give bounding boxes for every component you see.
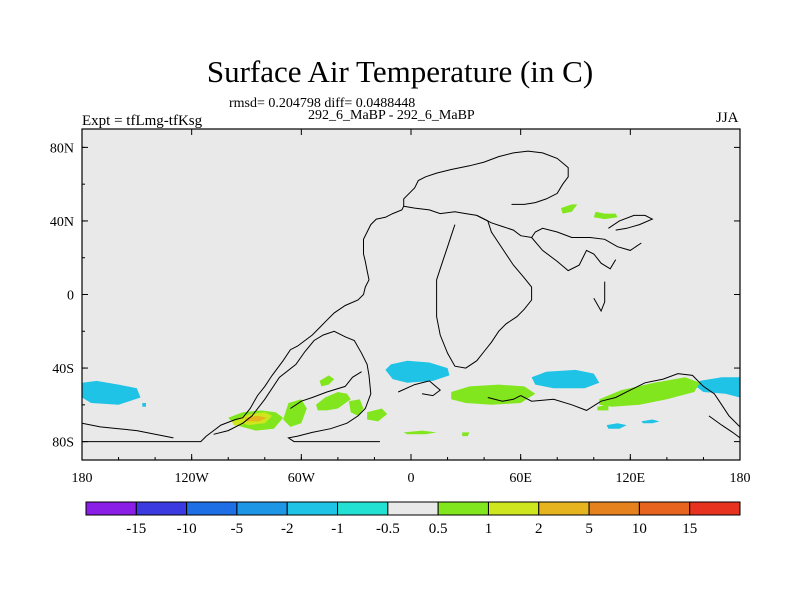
colorbar-swatch <box>186 501 238 516</box>
anomaly-region <box>319 375 335 387</box>
colorbar-label: -10 <box>177 521 197 537</box>
x-tick-label: 180 <box>72 471 93 486</box>
anomaly-region <box>597 404 609 411</box>
anomaly-region <box>599 377 700 407</box>
coastline <box>213 330 380 443</box>
colorbar-swatch <box>487 501 540 516</box>
anomaly-region <box>696 377 740 398</box>
stats-subtitle: rmsd= 0.204798 diff= 0.0488448 <box>229 96 416 111</box>
colorbar-label: 15 <box>682 521 697 537</box>
coastline <box>487 395 521 402</box>
anomaly-region <box>593 211 618 220</box>
experiment-label: Expt = tfLmg-tfKsg <box>82 113 203 129</box>
colorbar-label: -1 <box>331 521 344 537</box>
anomaly-region <box>462 432 470 437</box>
anomaly-region <box>560 204 578 214</box>
coastline <box>403 205 642 251</box>
anomaly-region <box>451 384 536 405</box>
anomaly-region <box>531 369 600 389</box>
colorbar-label: -15 <box>126 521 146 537</box>
colorbar-swatch <box>638 501 691 516</box>
coastline <box>531 237 617 272</box>
x-tick-label: 60W <box>288 471 316 486</box>
colorbar-label: -5 <box>231 521 244 537</box>
anomaly-region <box>231 419 243 426</box>
anomaly-region <box>403 430 437 435</box>
colorbar-swatch <box>689 501 741 516</box>
colorbar-swatch <box>337 501 389 516</box>
x-tick-label: 0 <box>408 471 415 486</box>
coastline <box>290 371 362 409</box>
coastline <box>608 214 654 231</box>
coastline <box>82 205 405 443</box>
map-background <box>82 129 740 460</box>
colorbar-swatch <box>538 501 590 516</box>
coastline <box>82 422 174 439</box>
colorbar-label: 5 <box>585 521 593 537</box>
y-tick-label: 80N <box>50 141 74 156</box>
x-tick-label: 60E <box>509 471 532 486</box>
anomaly-region <box>316 392 351 411</box>
colorbar-label: -2 <box>281 521 294 537</box>
anomaly-region <box>142 403 146 407</box>
colorbar-label: -0.5 <box>376 521 400 537</box>
colorbar-swatch <box>135 501 188 516</box>
season-label: JJA <box>716 110 739 126</box>
coastline <box>397 380 442 397</box>
cases-subtitle: 292_6_MaBP - 292_6_MaBP <box>308 108 475 123</box>
colorbar-label: 10 <box>632 521 647 537</box>
coastline <box>436 214 533 369</box>
y-tick-label: 0 <box>67 289 74 304</box>
anomaly-region <box>641 419 660 424</box>
y-tick-label: 80S <box>52 436 74 451</box>
anomaly-region <box>367 408 388 422</box>
x-tick-label: 120W <box>175 471 210 486</box>
colorbar-swatch <box>286 501 339 516</box>
chart-title: Surface Air Temperature (in C) <box>206 54 594 89</box>
colorbar-swatch <box>236 501 288 516</box>
coastline <box>403 150 569 207</box>
colorbar-swatch <box>588 501 640 516</box>
y-tick-label: 40N <box>50 215 74 230</box>
anomaly-region <box>385 360 450 383</box>
anomaly-region <box>606 423 627 429</box>
coastline <box>520 373 740 428</box>
anomaly-region <box>348 399 364 416</box>
colorbar-swatch <box>85 501 137 516</box>
colorbar-label: 2 <box>535 521 543 537</box>
colorbar-label: 1 <box>485 521 493 537</box>
x-tick-label: 120E <box>616 471 646 486</box>
anomaly-region <box>283 399 307 427</box>
colorbar-swatch <box>387 501 439 516</box>
coastline <box>708 415 740 439</box>
anomaly-region <box>82 380 141 405</box>
x-tick-label: 180 <box>730 471 751 486</box>
y-tick-label: 40S <box>52 362 74 377</box>
colorbar-label: 0.5 <box>429 521 448 537</box>
coastline <box>593 281 606 313</box>
colorbar-swatch <box>437 501 489 516</box>
